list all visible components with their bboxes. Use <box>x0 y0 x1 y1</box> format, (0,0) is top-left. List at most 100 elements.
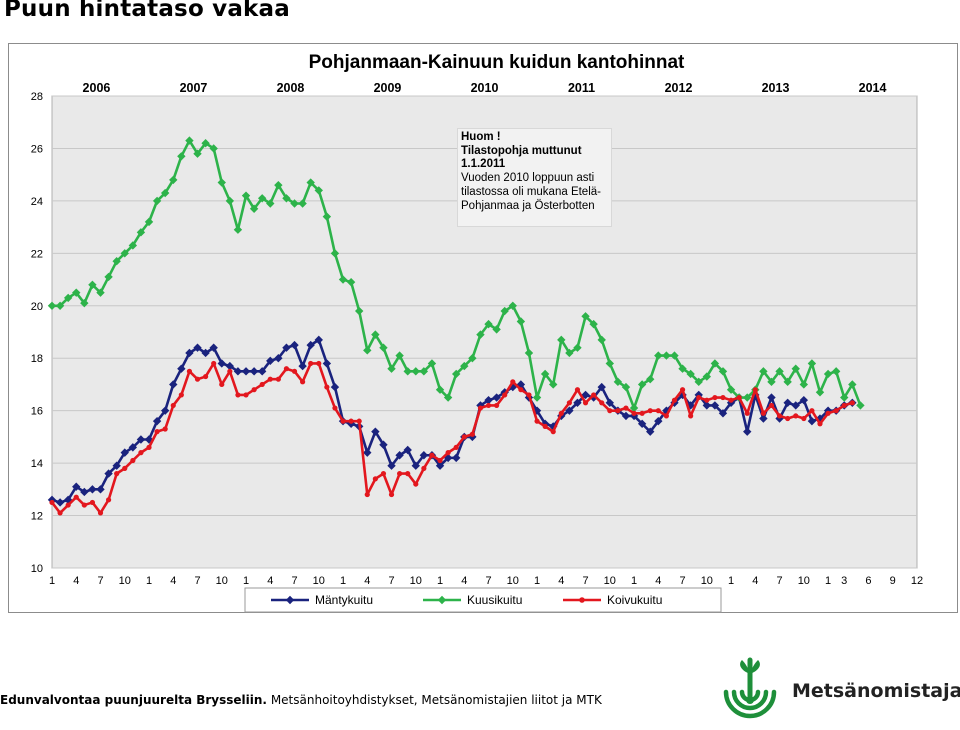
data-point <box>209 144 218 153</box>
data-point <box>663 413 669 419</box>
x-tick-label: 7 <box>582 575 588 587</box>
data-point <box>599 400 605 406</box>
data-point <box>848 380 857 389</box>
y-tick-label-16: 16 <box>31 406 43 418</box>
year-label-2012: 2012 <box>665 81 693 95</box>
data-point <box>485 402 492 409</box>
data-point <box>655 408 661 414</box>
data-point <box>710 359 720 368</box>
data-point <box>799 380 809 389</box>
data-point <box>500 306 509 316</box>
data-point <box>152 196 162 206</box>
data-point <box>688 413 694 419</box>
data-point <box>49 499 55 506</box>
note-line-3: 1.1.2011 <box>461 158 506 171</box>
data-point <box>477 405 484 411</box>
x-tick-label: 9 <box>890 575 896 587</box>
data-point <box>807 416 817 426</box>
data-point <box>573 398 582 407</box>
data-point <box>589 319 598 329</box>
data-point <box>405 471 411 477</box>
data-point <box>170 402 176 409</box>
x-tick-label: 6 <box>865 575 871 587</box>
data-point <box>678 364 687 373</box>
x-tick-label: 4 <box>267 575 273 587</box>
y-tick-label-18: 18 <box>31 353 43 365</box>
data-point <box>316 360 322 367</box>
data-point <box>73 494 79 500</box>
data-point <box>776 413 783 419</box>
data-point <box>550 429 556 435</box>
data-point <box>785 415 791 422</box>
data-point <box>233 367 243 376</box>
data-point <box>532 406 542 415</box>
data-point <box>81 502 87 508</box>
y-tick-label-22: 22 <box>31 248 43 260</box>
x-tick-label: 1 <box>534 575 540 587</box>
data-point <box>57 510 63 516</box>
data-point <box>840 393 849 402</box>
data-point <box>565 406 574 415</box>
data-point <box>387 461 396 470</box>
data-point <box>112 257 121 266</box>
data-point <box>637 419 647 428</box>
data-point <box>322 212 332 221</box>
data-point <box>225 361 235 371</box>
data-point <box>573 343 582 352</box>
data-point <box>791 364 800 373</box>
x-tick-label: 7 <box>291 575 297 587</box>
data-point <box>275 376 281 382</box>
data-point <box>185 136 194 145</box>
data-point <box>534 418 540 424</box>
legend-swatch-marker <box>285 595 295 605</box>
data-point <box>130 457 136 464</box>
data-point <box>728 397 734 403</box>
data-point <box>259 381 265 388</box>
data-point <box>162 426 168 432</box>
data-point <box>639 410 645 416</box>
data-point <box>799 395 809 405</box>
note-line-1: Huom ! <box>461 131 501 143</box>
data-point <box>710 401 720 410</box>
legend-koivu-label: Koivukuitu <box>607 593 662 607</box>
data-point <box>112 461 121 470</box>
x-tick-label: 4 <box>170 575 176 587</box>
data-point <box>104 469 113 478</box>
data-point <box>752 387 758 393</box>
data-point <box>340 418 346 424</box>
metsanomistajat-logo-icon <box>723 657 777 719</box>
data-point <box>492 393 501 402</box>
data-point <box>249 367 259 376</box>
data-point <box>549 380 558 389</box>
data-point <box>558 410 564 416</box>
x-tick-label: 1 <box>631 575 637 587</box>
data-point <box>136 228 146 237</box>
data-point <box>283 366 290 372</box>
x-tick-label: 4 <box>73 575 79 587</box>
data-point <box>96 288 105 297</box>
data-point <box>144 217 154 227</box>
data-point <box>775 367 784 376</box>
data-point <box>694 377 703 387</box>
data-point <box>445 450 451 456</box>
data-point <box>308 360 314 367</box>
data-point <box>831 367 841 376</box>
data-point <box>387 364 396 373</box>
footer-normal: Metsänhoitoyhdistykset, Metsänomistajien… <box>270 693 602 707</box>
data-point <box>154 429 160 435</box>
x-tick-label: 1 <box>146 575 152 587</box>
x-tick-label: 1 <box>340 575 346 587</box>
data-point <box>193 343 202 352</box>
data-point <box>743 393 752 402</box>
data-point <box>516 317 526 326</box>
data-point <box>494 402 500 409</box>
data-point <box>712 394 718 401</box>
data-point <box>306 340 315 350</box>
data-point <box>849 400 855 406</box>
data-point <box>726 385 736 394</box>
data-point <box>704 397 710 403</box>
data-point <box>557 335 566 345</box>
data-point <box>759 367 768 376</box>
data-point <box>338 275 348 284</box>
data-point <box>395 351 404 360</box>
